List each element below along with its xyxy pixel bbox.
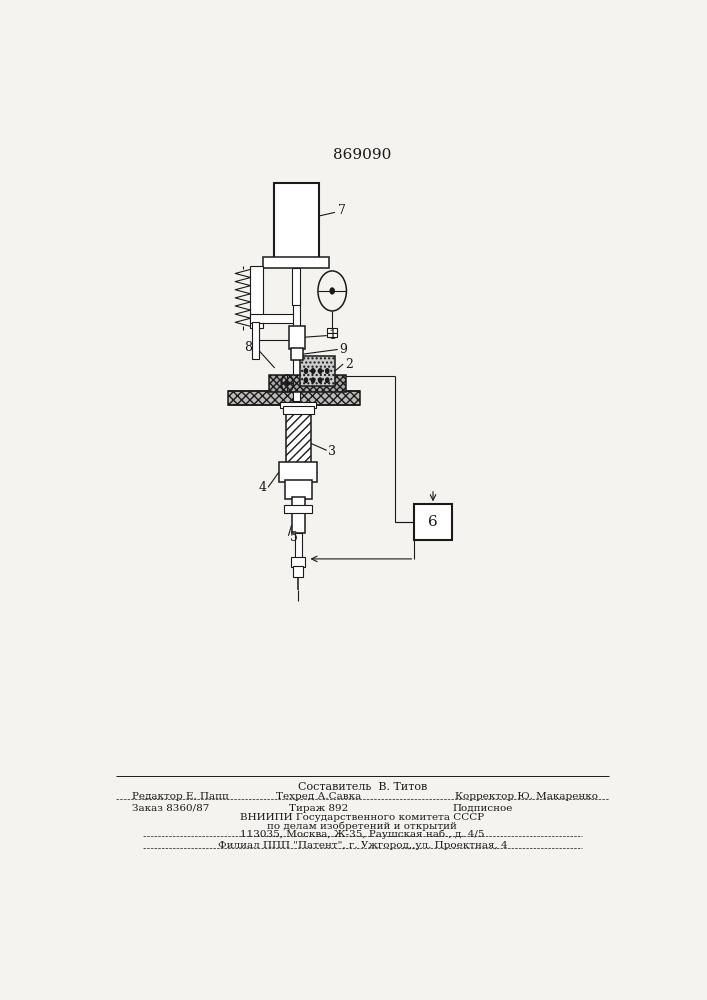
Bar (274, 183, 319, 259)
Text: 5: 5 (290, 531, 298, 544)
Text: по делам изобретений и открытий: по делам изобретений и открытий (267, 821, 457, 831)
Text: Тираж 892: Тираж 892 (289, 804, 348, 813)
Bar (279, 462, 317, 482)
Bar (228, 391, 360, 405)
Circle shape (326, 378, 329, 383)
Circle shape (319, 378, 322, 383)
Bar (327, 333, 337, 337)
Bar (269, 375, 346, 392)
Text: Техред А.Савка: Техред А.Савка (276, 792, 361, 801)
Bar (262, 257, 329, 268)
Text: Подписное: Подписное (452, 804, 513, 813)
Text: Составитель  В. Титов: Составитель В. Титов (298, 782, 427, 792)
Bar (250, 266, 263, 328)
Text: Заказ 8360/87: Заказ 8360/87 (132, 804, 209, 813)
Circle shape (319, 369, 322, 373)
Bar (284, 505, 312, 513)
Bar (284, 480, 312, 499)
Circle shape (330, 288, 334, 294)
Text: Филиал ППП "Патент", г. Ужгород,,ул. Проектная, 4: Филиал ППП "Патент", г. Ужгород,,ул. Про… (218, 841, 507, 850)
Bar (292, 268, 300, 305)
Bar (291, 348, 303, 360)
Text: 1: 1 (328, 329, 337, 342)
Text: Корректор Ю. Макаренко: Корректор Ю. Макаренко (455, 792, 598, 801)
Circle shape (304, 369, 308, 373)
Bar (293, 301, 300, 401)
Bar (291, 557, 305, 567)
Bar (286, 405, 311, 463)
Bar (327, 328, 337, 333)
Bar (283, 406, 314, 414)
Bar (414, 504, 452, 540)
Circle shape (326, 369, 329, 373)
Text: Редактор Е. Папп: Редактор Е. Папп (132, 792, 229, 801)
Text: 2: 2 (345, 358, 353, 371)
Bar (292, 497, 305, 533)
Text: 7: 7 (338, 204, 346, 217)
Bar (280, 402, 316, 408)
Text: 3: 3 (328, 445, 337, 458)
Bar (250, 314, 294, 323)
Text: 8: 8 (245, 341, 252, 354)
Text: 9: 9 (339, 343, 347, 356)
Text: ВНИИПИ Государственного комитета СССР: ВНИИПИ Государственного комитета СССР (240, 813, 484, 822)
Text: 4: 4 (258, 481, 267, 494)
Circle shape (311, 378, 315, 383)
Circle shape (286, 381, 289, 386)
Text: 6: 6 (428, 515, 438, 529)
Bar (252, 322, 259, 359)
Text: 869090: 869090 (333, 148, 392, 162)
Circle shape (311, 369, 315, 373)
Bar (295, 533, 301, 559)
Circle shape (304, 378, 308, 383)
Bar (300, 356, 336, 386)
Bar (289, 326, 305, 349)
Text: 113035, Москва, Ж-35, Раушская наб., д. 4/5: 113035, Москва, Ж-35, Раушская наб., д. … (240, 829, 484, 839)
Bar (293, 566, 303, 577)
